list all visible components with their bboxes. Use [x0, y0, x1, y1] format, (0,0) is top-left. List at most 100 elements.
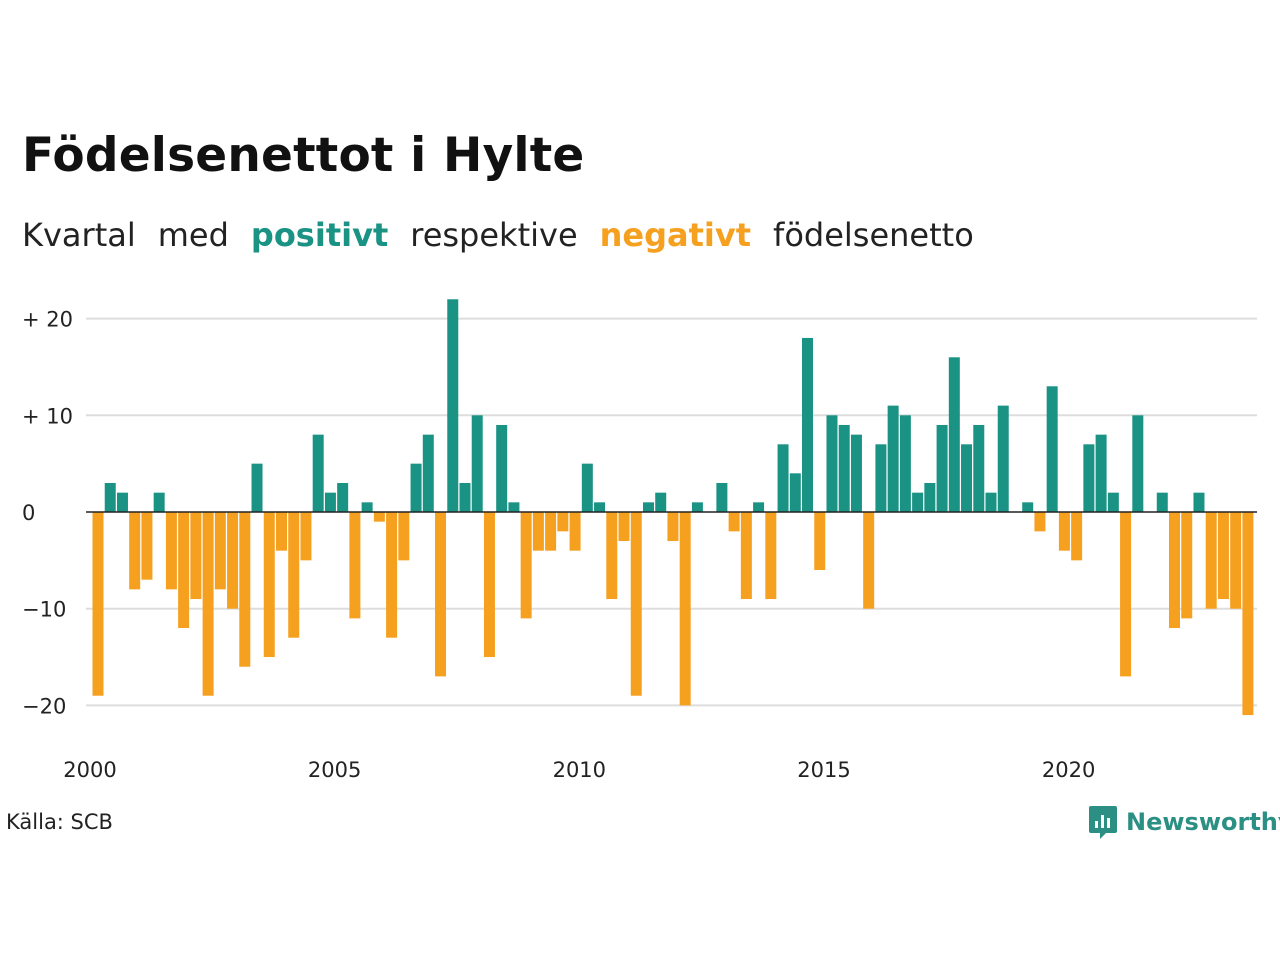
chart-title: Födelsenettot i Hylte [22, 128, 585, 183]
bar [948, 357, 960, 512]
bar [1107, 492, 1119, 512]
bar [471, 415, 483, 512]
bar [545, 512, 557, 551]
bar [251, 463, 263, 512]
bar [1230, 512, 1242, 609]
bar [1034, 512, 1046, 532]
bar [116, 492, 128, 512]
bar [618, 512, 630, 542]
bar [435, 512, 447, 677]
bar [459, 482, 471, 512]
bar [141, 512, 153, 580]
x-tick-label: 2005 [308, 758, 361, 782]
bar [1120, 512, 1132, 677]
bar [679, 512, 691, 706]
y-tick-label: + 10 [22, 404, 73, 428]
bar [802, 337, 814, 512]
y-tick-label: 0 [22, 501, 35, 525]
chart-subtitle: Kvartal med positivt respektive negativt föde… [22, 216, 996, 254]
bar [1095, 434, 1107, 512]
bar [1058, 512, 1070, 551]
bar [912, 492, 924, 512]
bar [520, 512, 532, 619]
bar [826, 415, 838, 512]
bar [1242, 512, 1254, 716]
bar [1181, 512, 1193, 619]
bar [337, 482, 349, 512]
bar [777, 444, 789, 512]
bar [508, 502, 520, 512]
newsworthy-logo: Newsworthy [1088, 804, 1280, 840]
bar [227, 512, 239, 609]
bar [875, 444, 887, 512]
bar [263, 512, 275, 658]
bar [973, 424, 985, 512]
bar [300, 512, 312, 561]
bar [1193, 492, 1205, 512]
source-note: Källa: SCB [6, 810, 113, 834]
bar [863, 512, 875, 609]
bar [214, 512, 226, 590]
bar-chart: + 20 + 10 0 −10 −20 2000 2005 2010 2015 2020 [22, 299, 1257, 782]
bar [557, 512, 569, 532]
bar [1071, 512, 1083, 561]
bar [496, 424, 508, 512]
bar [361, 502, 373, 512]
bar [716, 482, 728, 512]
x-tick-label: 2010 [553, 758, 606, 782]
bar [324, 492, 336, 512]
bar [422, 434, 434, 512]
subtitle-word-med: med [157, 216, 229, 254]
bar [1083, 444, 1095, 512]
subtitle-word-fodelsenetto: födelsenetto [773, 216, 974, 254]
bar [153, 492, 165, 512]
bar [728, 512, 740, 532]
y-tick-label: + 20 [22, 308, 73, 332]
bar [202, 512, 214, 696]
bar [178, 512, 190, 629]
bar [936, 424, 948, 512]
bar [924, 482, 936, 512]
bar [1217, 512, 1229, 600]
bar [447, 299, 459, 512]
bar [532, 512, 544, 551]
bar [1132, 415, 1144, 512]
bar [1046, 386, 1058, 512]
y-tick-label: −10 [22, 598, 66, 622]
bar [985, 492, 997, 512]
x-tick-label: 2015 [797, 758, 850, 782]
bar [887, 405, 899, 512]
bar [165, 512, 177, 590]
bar [349, 512, 361, 619]
bar [765, 512, 777, 600]
bar [997, 405, 1009, 512]
y-tick-label: −20 [22, 694, 66, 718]
bar [276, 512, 287, 551]
bar [1022, 502, 1034, 512]
bar [569, 512, 581, 551]
subtitle-negative-word: negativt [599, 216, 752, 254]
bar [373, 512, 385, 522]
bar [740, 512, 752, 600]
bar [581, 463, 593, 512]
bar [1169, 512, 1180, 629]
bar [288, 512, 300, 638]
bar [190, 512, 202, 600]
bar [1156, 492, 1168, 512]
bar [961, 444, 973, 512]
bar [239, 512, 251, 667]
bar [655, 492, 667, 512]
bar [129, 512, 141, 590]
bar [104, 482, 116, 512]
bar [838, 424, 850, 512]
bar [594, 502, 606, 512]
bar [691, 502, 703, 512]
bar [642, 502, 654, 512]
x-tick-label: 2000 [63, 758, 116, 782]
bar [606, 512, 618, 600]
subtitle-word-kvartal: Kvartal [22, 216, 136, 254]
bar [899, 415, 911, 512]
bar [92, 512, 104, 696]
bar [753, 502, 765, 512]
bar [483, 512, 495, 658]
